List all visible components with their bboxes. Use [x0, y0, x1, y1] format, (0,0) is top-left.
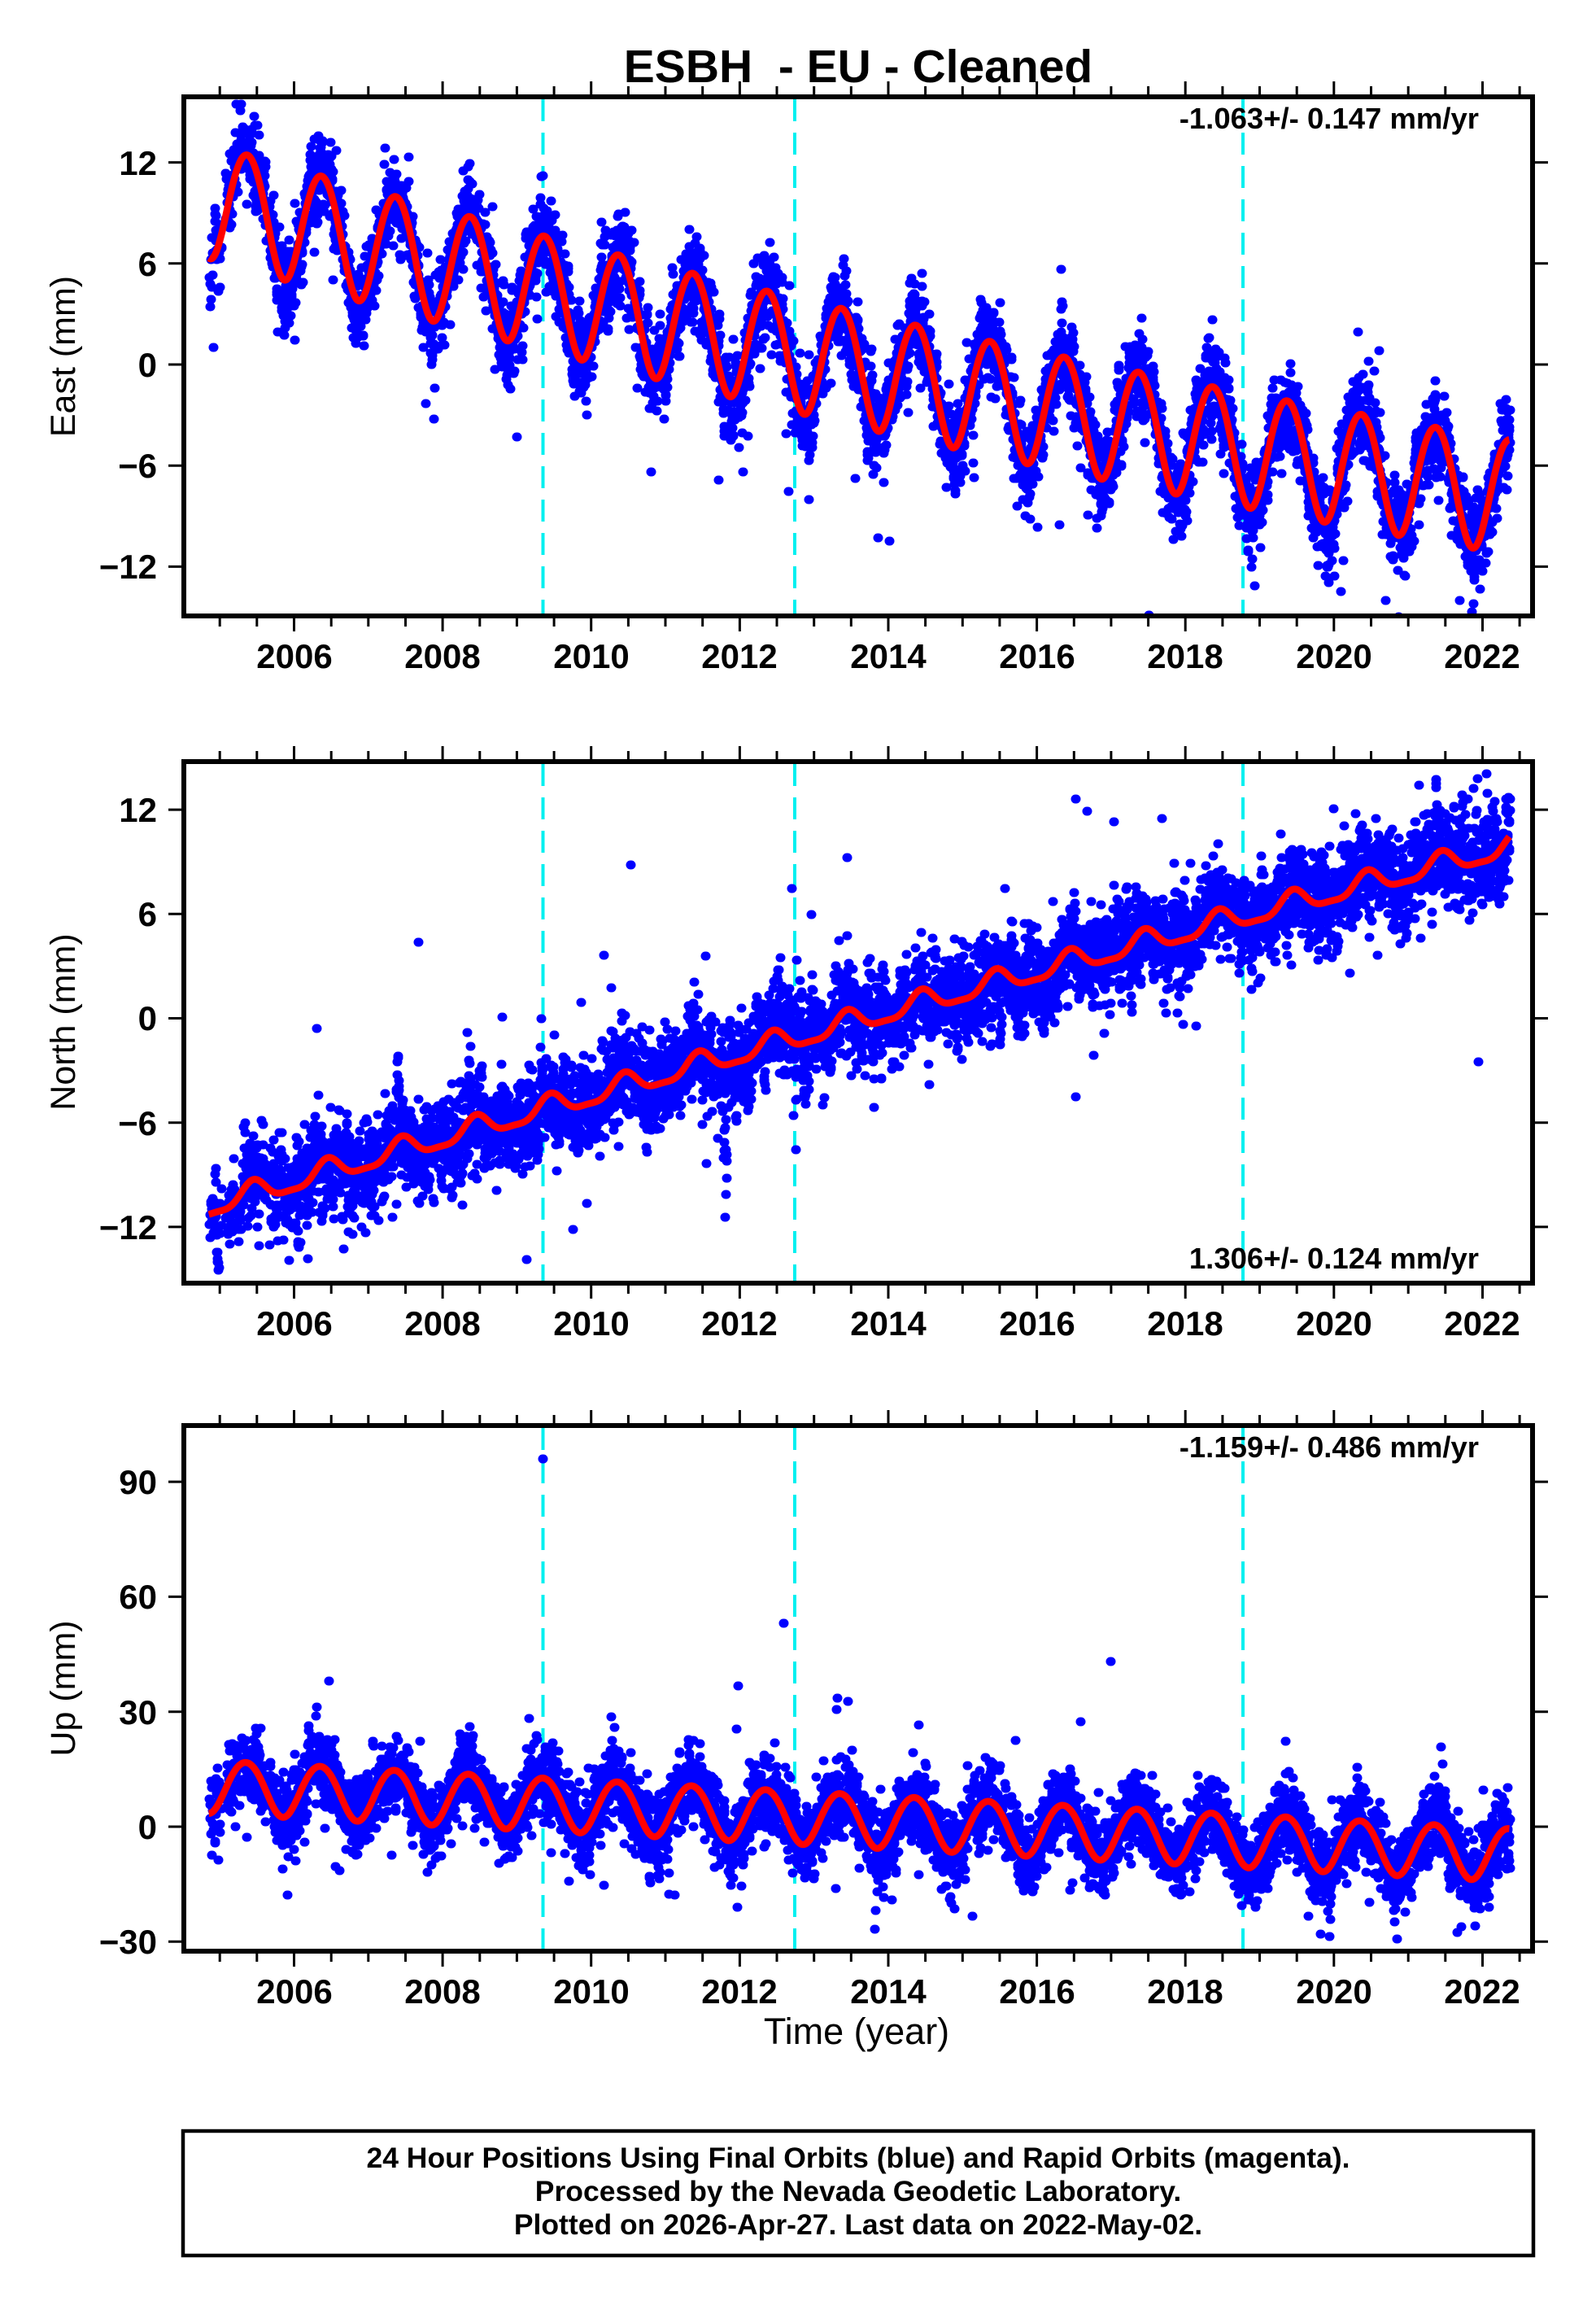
svg-text:6: 6: [138, 895, 157, 933]
svg-text:−30: −30: [99, 1923, 157, 1961]
svg-text:North (mm): North (mm): [44, 933, 83, 1110]
svg-text:Time (year): Time (year): [764, 2011, 949, 2052]
svg-text:60: 60: [119, 1578, 157, 1616]
svg-text:2012: 2012: [701, 637, 777, 675]
svg-text:6: 6: [138, 245, 157, 283]
svg-text:Up (mm): Up (mm): [44, 1620, 83, 1756]
svg-text:0: 0: [138, 346, 157, 384]
svg-text:2008: 2008: [404, 1304, 480, 1343]
svg-text:2010: 2010: [553, 637, 629, 675]
svg-text:−12: −12: [99, 1208, 157, 1247]
svg-text:2020: 2020: [1296, 637, 1371, 675]
svg-text:2014: 2014: [850, 1304, 927, 1343]
svg-text:2006: 2006: [256, 637, 332, 675]
svg-text:2014: 2014: [850, 637, 927, 675]
svg-text:12: 12: [119, 791, 157, 829]
svg-text:2018: 2018: [1147, 1972, 1223, 2011]
svg-text:2022: 2022: [1444, 1304, 1520, 1343]
svg-text:ESBH - EU - Cleaned: ESBH - EU - Cleaned: [624, 41, 1092, 93]
svg-text:2018: 2018: [1147, 637, 1223, 675]
svg-text:2014: 2014: [850, 1972, 927, 2011]
svg-text:0: 0: [138, 1808, 157, 1846]
svg-text:2016: 2016: [999, 1972, 1075, 2011]
svg-text:2020: 2020: [1296, 1972, 1371, 2011]
svg-text:2006: 2006: [256, 1304, 332, 1343]
svg-text:2022: 2022: [1444, 1972, 1520, 2011]
svg-text:2022: 2022: [1444, 637, 1520, 675]
svg-text:Processed by the Nevada Geodet: Processed by the Nevada Geodetic Laborat…: [535, 2175, 1181, 2207]
svg-text:2018: 2018: [1147, 1304, 1223, 1343]
svg-text:90: 90: [119, 1463, 157, 1501]
svg-text:2006: 2006: [256, 1972, 332, 2011]
svg-text:12: 12: [119, 144, 157, 182]
svg-text:2010: 2010: [553, 1972, 629, 2011]
svg-text:Plotted on 2026-Apr-27. Last d: Plotted on 2026-Apr-27. Last data on 202…: [514, 2208, 1202, 2241]
svg-text:30: 30: [119, 1693, 157, 1731]
svg-text:24 Hour Positions Using Final: 24 Hour Positions Using Final Orbits (bl…: [366, 2142, 1350, 2174]
svg-text:−12: −12: [99, 548, 157, 586]
svg-text:2012: 2012: [701, 1304, 777, 1343]
svg-text:2010: 2010: [553, 1304, 629, 1343]
svg-text:0: 0: [138, 999, 157, 1037]
svg-text:-1.159+/- 0.486 mm/yr: -1.159+/- 0.486 mm/yr: [1180, 1430, 1479, 1464]
svg-text:2020: 2020: [1296, 1304, 1371, 1343]
svg-text:1.306+/- 0.124 mm/yr: 1.306+/- 0.124 mm/yr: [1189, 1242, 1479, 1275]
svg-text:2016: 2016: [999, 637, 1075, 675]
svg-text:2008: 2008: [404, 1972, 480, 2011]
svg-text:2016: 2016: [999, 1304, 1075, 1343]
svg-text:2008: 2008: [404, 637, 480, 675]
svg-text:-1.063+/- 0.147 mm/yr: -1.063+/- 0.147 mm/yr: [1180, 102, 1479, 135]
svg-text:2012: 2012: [701, 1972, 777, 2011]
svg-text:−6: −6: [118, 1104, 157, 1142]
svg-text:−6: −6: [118, 447, 157, 485]
svg-text:East (mm): East (mm): [44, 276, 83, 437]
